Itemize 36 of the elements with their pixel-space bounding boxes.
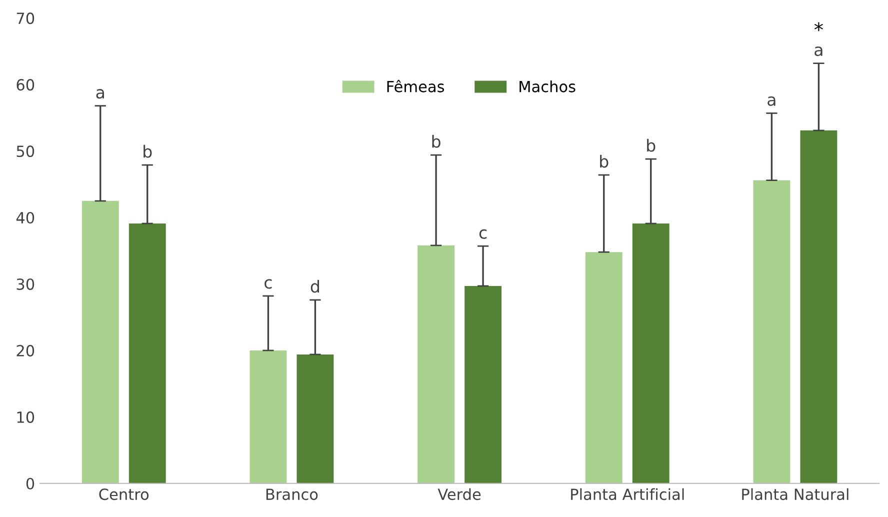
annotation: b <box>600 154 608 168</box>
bar <box>296 354 334 484</box>
annotation: b <box>144 144 152 158</box>
bar <box>250 350 287 484</box>
x-tick-label: Verde <box>438 488 481 500</box>
annotation: a <box>768 96 776 106</box>
y-tick-label: 40 <box>16 212 34 224</box>
bar <box>418 245 455 484</box>
annotation: * <box>814 22 823 32</box>
annotation: c <box>479 229 487 239</box>
x-tick-label: Planta Natural <box>742 488 848 500</box>
annotation: a <box>814 46 822 56</box>
y-tick-label: 0 <box>26 478 34 490</box>
y-tick-label: 50 <box>16 146 34 158</box>
annotation: b <box>432 134 440 148</box>
y-tick-label: 60 <box>16 79 34 91</box>
annotation: c <box>264 279 272 289</box>
x-tick-label: Centro <box>99 488 149 500</box>
bar <box>128 223 166 484</box>
bar <box>800 130 838 484</box>
x-tick-label: Planta Artificial <box>571 488 684 500</box>
bar <box>632 223 670 484</box>
x-tick-label: Branco <box>266 488 318 500</box>
y-tick-label: 30 <box>16 278 34 290</box>
annotation: d <box>310 280 319 293</box>
legend-label: Fêmeas <box>387 80 444 92</box>
bar <box>464 286 502 484</box>
y-tick-label: 70 <box>16 12 34 24</box>
bar <box>585 252 622 484</box>
annotation: a <box>96 89 104 99</box>
bar <box>82 200 119 484</box>
bar <box>753 180 790 484</box>
annotation: b <box>647 138 656 152</box>
y-tick-label: 10 <box>17 411 34 423</box>
y-tick-label: 20 <box>16 344 34 356</box>
legend-label: Machos <box>520 80 576 92</box>
